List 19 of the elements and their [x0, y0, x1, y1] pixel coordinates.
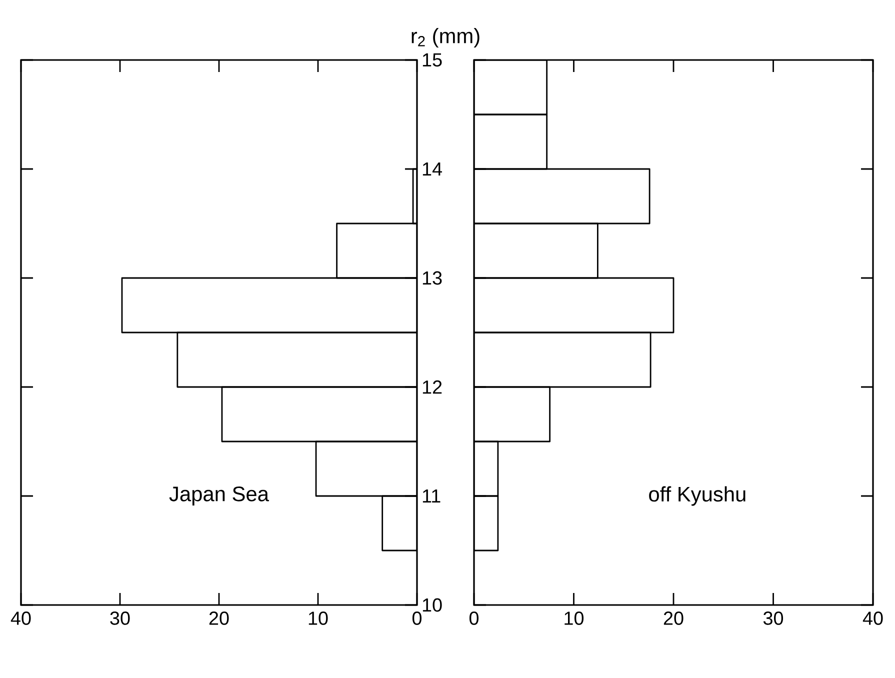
x-tick-label: 40: [862, 612, 883, 625]
x-tick-label: 10: [308, 612, 328, 625]
x-tick-label: 30: [763, 612, 784, 625]
annotation: off Kyushu: [649, 486, 746, 506]
y-tick-label: 10: [422, 598, 442, 612]
annotation: Japan Sea: [169, 486, 269, 506]
y-tick-label: 11: [422, 489, 440, 503]
x-tick-label: 30: [110, 612, 130, 625]
y-tick-label: 13: [422, 271, 442, 285]
y-tick-label: 15: [422, 53, 442, 67]
x-tick-label: 0: [412, 612, 422, 625]
y-tick-label: 12: [422, 380, 442, 394]
x-tick-label: 10: [564, 612, 584, 625]
x-tick-label: 20: [664, 612, 684, 625]
y-axis-title: r$_{2}$ (mm): [412, 28, 480, 48]
x-tick-label: 20: [209, 612, 229, 625]
y-tick-label: 14: [422, 162, 442, 176]
x-tick-label: 40: [10, 612, 31, 625]
x-tick-label: 0: [469, 612, 479, 625]
